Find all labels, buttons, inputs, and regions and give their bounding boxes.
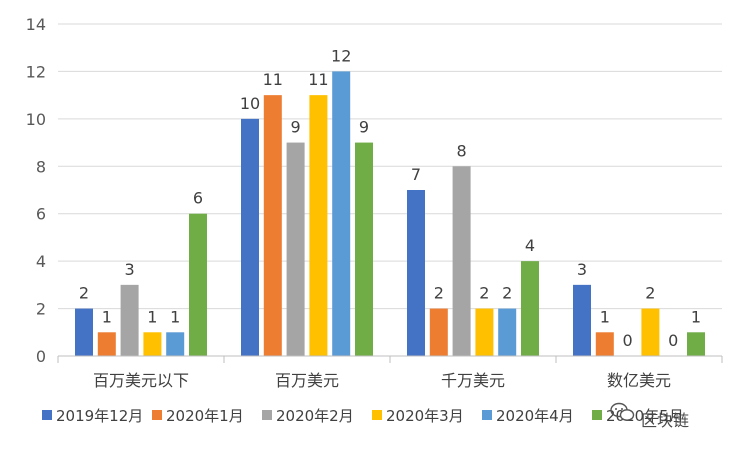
bar <box>475 308 494 356</box>
data-label: 1 <box>600 307 610 326</box>
data-label: 0 <box>623 331 633 350</box>
bar <box>407 190 425 356</box>
legend-label: 2020年2月 <box>276 407 354 425</box>
bar <box>429 308 448 356</box>
x-category-label: 数亿美元 <box>607 371 671 390</box>
bar <box>166 332 185 356</box>
x-category-label: 百万美元以下 <box>93 371 189 390</box>
data-label: 3 <box>577 260 587 279</box>
data-label: 1 <box>102 307 112 326</box>
bar <box>595 332 614 356</box>
y-tick-label: 2 <box>36 300 46 319</box>
y-tick-label: 4 <box>36 252 46 271</box>
y-tick-label: 0 <box>36 347 46 366</box>
data-label: 6 <box>193 189 203 208</box>
legend-swatch <box>42 410 52 420</box>
x-category-label: 千万美元 <box>441 371 505 390</box>
bar <box>189 213 207 356</box>
legend: 2019年12月 2020年1月 2020年2月 2020年3月 2020年4月 2020… <box>42 407 684 425</box>
y-tick-label: 8 <box>36 157 46 176</box>
data-label: 2 <box>79 284 89 303</box>
gridlines <box>58 23 722 357</box>
data-label: 11 <box>263 70 283 89</box>
data-label: 4 <box>525 236 535 255</box>
wechat-icon <box>610 402 635 421</box>
x-axis: 百万美元以下 百万美元 千万美元 数亿美元 <box>57 355 723 390</box>
bars <box>75 71 705 357</box>
data-label: 3 <box>125 260 135 279</box>
legend-swatch <box>592 410 602 420</box>
data-label: 9 <box>291 118 301 137</box>
bar <box>452 166 471 356</box>
watermark-text: 区块链 <box>641 411 689 430</box>
bar <box>309 95 328 357</box>
bar <box>120 284 139 356</box>
data-label: 0 <box>668 331 678 350</box>
data-label: 8 <box>457 141 467 160</box>
legend-swatch <box>372 410 382 420</box>
legend-swatch <box>482 410 492 420</box>
y-tick-label: 14 <box>26 15 46 34</box>
bar <box>498 308 517 356</box>
legend-label: 2020年4月 <box>496 407 574 425</box>
bar <box>143 332 162 356</box>
bar <box>521 261 539 356</box>
data-label: 7 <box>411 165 421 184</box>
data-label: 10 <box>240 94 260 113</box>
x-category-label: 百万美元 <box>275 371 339 390</box>
data-label: 12 <box>331 46 351 65</box>
bar <box>641 308 660 356</box>
bar <box>332 71 351 356</box>
legend-label: 2019年12月 <box>56 407 143 425</box>
legend-swatch <box>262 410 272 420</box>
data-label: 2 <box>479 284 489 303</box>
data-label: 9 <box>359 118 369 137</box>
data-label: 1 <box>691 307 701 326</box>
data-label: 1 <box>170 307 180 326</box>
data-label: 2 <box>645 284 655 303</box>
legend-label: 2020年1月 <box>166 407 244 425</box>
bar <box>241 118 259 356</box>
watermark: 区块链 <box>610 402 689 430</box>
data-label: 2 <box>502 284 512 303</box>
bar <box>97 332 116 356</box>
bar <box>286 142 305 356</box>
y-axis: 0 2 4 6 8 10 12 14 <box>26 15 46 366</box>
data-label: 1 <box>147 307 157 326</box>
bar <box>263 95 282 357</box>
y-tick-label: 12 <box>26 62 46 81</box>
legend-label: 2020年3月 <box>386 407 464 425</box>
y-tick-label: 6 <box>36 205 46 224</box>
bar <box>355 142 373 356</box>
bar <box>75 308 93 356</box>
bar <box>573 284 591 356</box>
y-tick-label: 10 <box>26 110 46 129</box>
data-label: 11 <box>308 70 328 89</box>
legend-swatch <box>152 410 162 420</box>
data-label: 2 <box>434 284 444 303</box>
bar <box>687 332 705 356</box>
